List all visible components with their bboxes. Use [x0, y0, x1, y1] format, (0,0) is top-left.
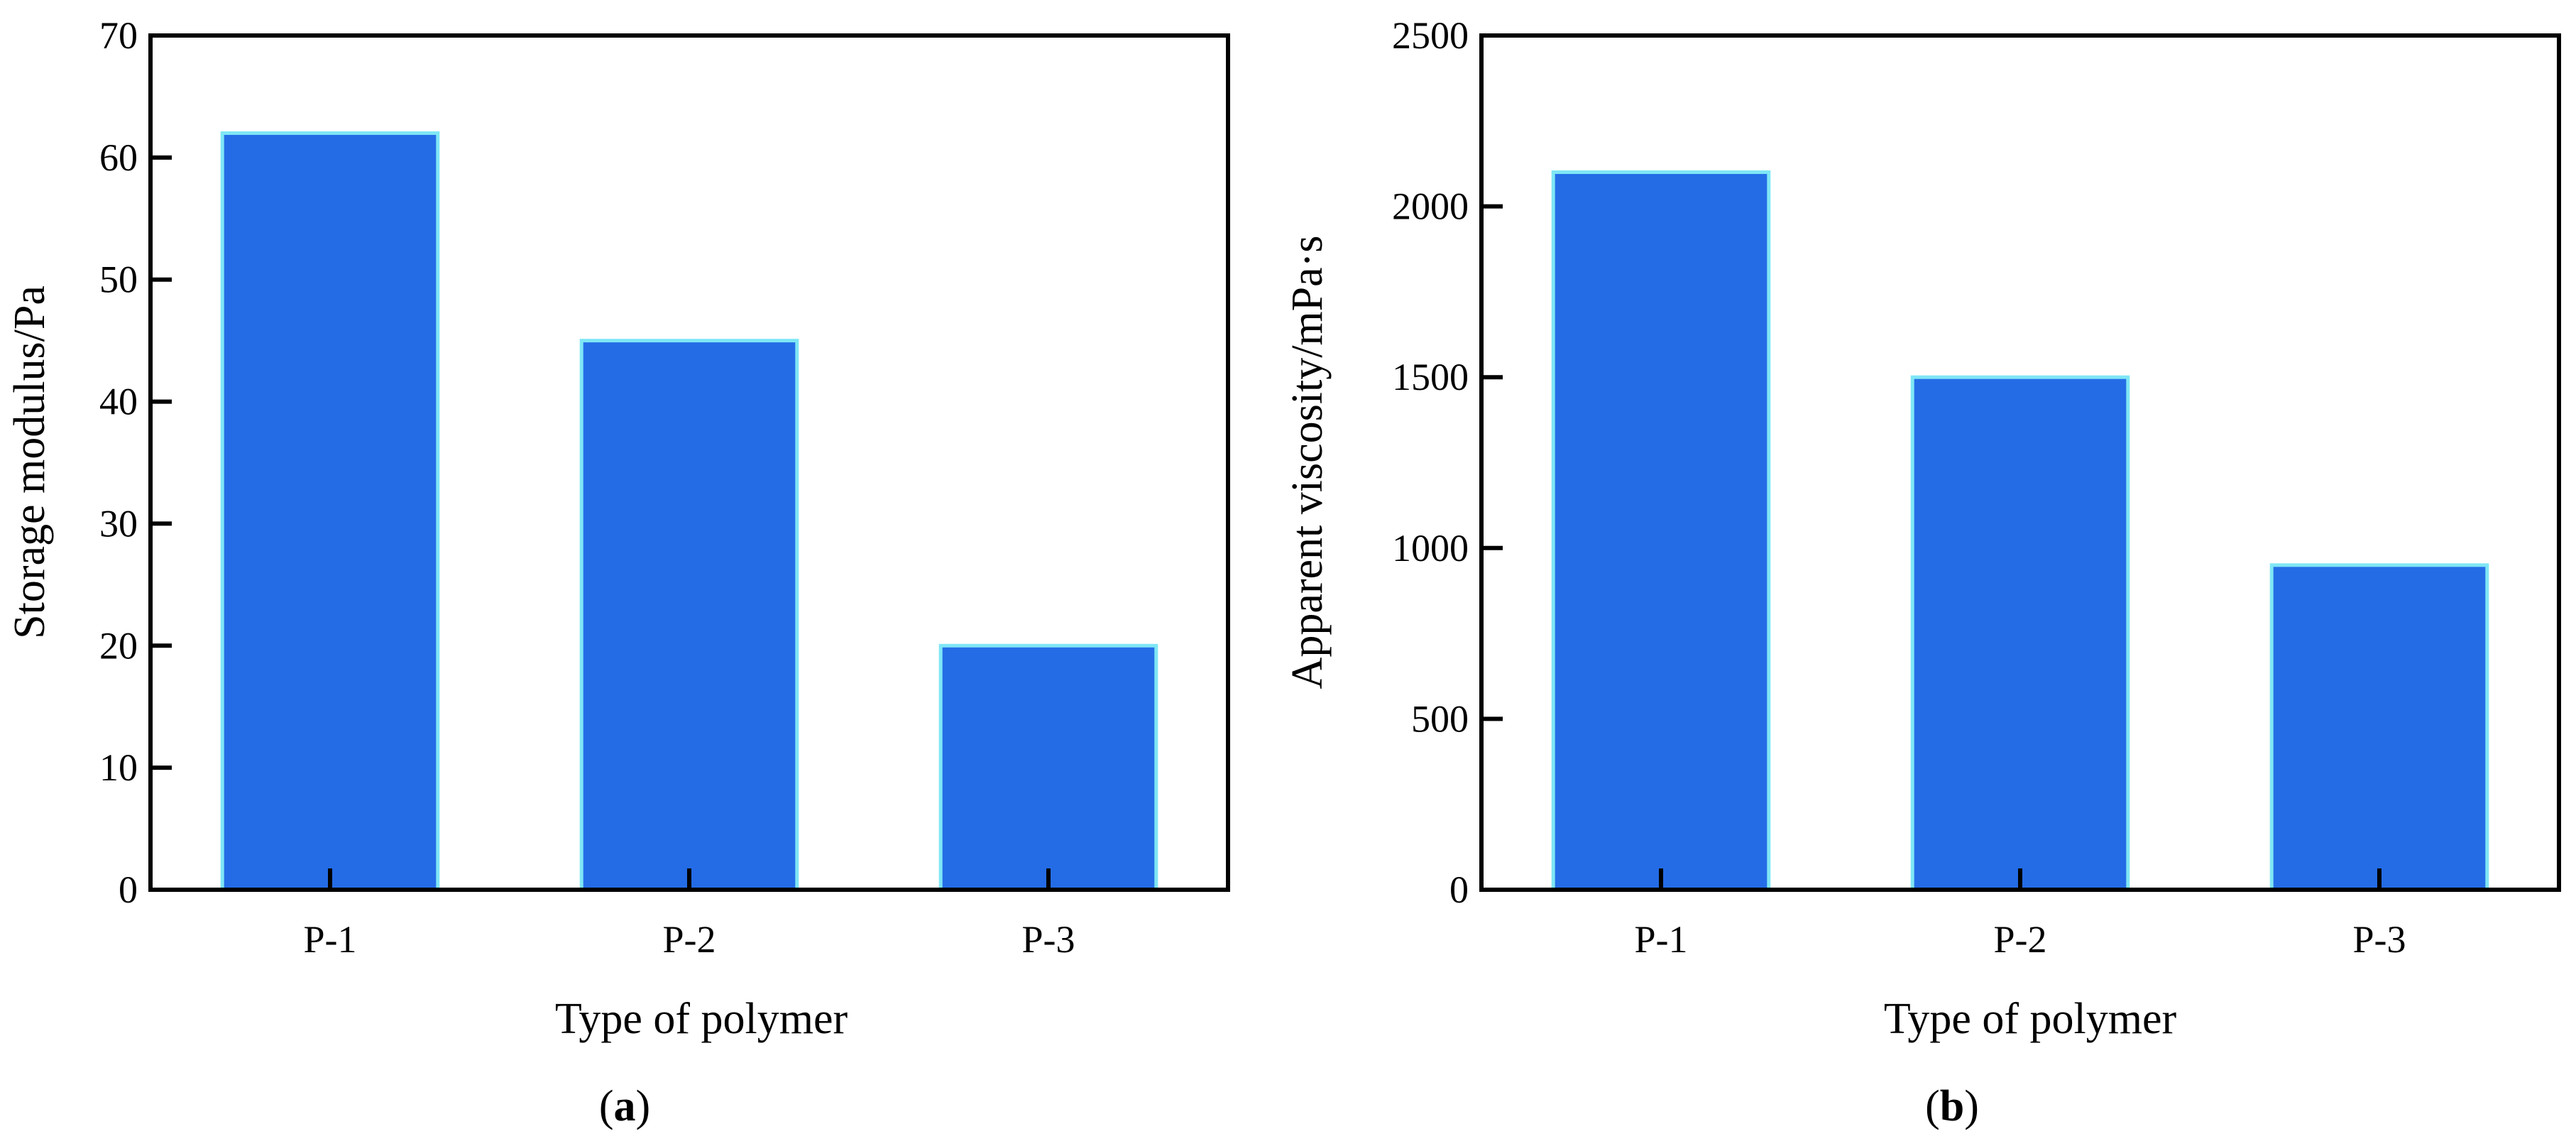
bar-b-p-2	[1910, 375, 2130, 892]
x-axis-label-a: Type of polymer	[555, 995, 848, 1043]
x-tick-label-b-1: P-1	[1634, 918, 1687, 961]
bar-a-p-2	[579, 339, 799, 892]
panel-label-b: (b)	[1925, 1082, 1979, 1130]
y-tick-label-a-5: 50	[99, 258, 138, 301]
bar-a-p-1	[220, 131, 440, 892]
y-axis-label-a: Storage modulus/Pa	[6, 285, 54, 639]
bar-b-p-1	[1551, 170, 1771, 892]
x-ticks-b: P-1 P-2 P-3	[1634, 868, 2406, 961]
bars-a	[220, 131, 1158, 892]
x-tick-label-a-2: P-2	[662, 918, 716, 961]
x-tick-label-b-3: P-3	[2352, 918, 2406, 961]
y-tick-label-b-3: 1500	[1392, 356, 1469, 398]
bar-a-p-3	[938, 643, 1158, 892]
y-ticks-a: 0 10 20 30 40 50 60 70	[99, 14, 172, 911]
y-tick-label-b-1: 500	[1411, 697, 1469, 740]
y-tick-label-a-7: 70	[99, 14, 138, 57]
y-tick-label-b-5: 2500	[1392, 14, 1469, 57]
y-tick-label-b-2: 1000	[1392, 527, 1469, 569]
bar-b-p-3	[2269, 563, 2489, 892]
x-tick-label-a-3: P-3	[1021, 918, 1075, 961]
x-ticks-a: P-1 P-2 P-3	[303, 868, 1075, 961]
panel-label-a: (a)	[599, 1082, 650, 1130]
y-ticks-b: 0 500 1000 1500 2000 2500	[1392, 14, 1503, 911]
y-tick-label-a-1: 10	[99, 746, 138, 789]
y-tick-label-b-4: 2000	[1392, 185, 1469, 228]
y-tick-label-a-4: 40	[99, 381, 138, 423]
y-tick-label-a-6: 60	[99, 136, 138, 179]
y-tick-label-b-0: 0	[1449, 868, 1469, 911]
chart-panel-a: 0 10 20 30 40 50 60 70 P-1 P-2 P-3 Storage modulu…	[6, 14, 1230, 1130]
x-tick-label-a-1: P-1	[303, 918, 356, 961]
y-tick-label-a-0: 0	[119, 868, 138, 911]
y-axis-label-b: Apparent viscosity/mPa·s	[1283, 236, 1332, 689]
chart-panel-b: 0 500 1000 1500 2000 2500 P-1 P-2 P-3 Apparent …	[1283, 14, 2561, 1130]
y-tick-label-a-3: 30	[99, 502, 138, 545]
x-tick-label-b-2: P-2	[1993, 918, 2046, 961]
y-tick-label-a-2: 20	[99, 624, 138, 667]
x-axis-label-b: Type of polymer	[1884, 995, 2177, 1043]
bars-b	[1551, 170, 2489, 892]
